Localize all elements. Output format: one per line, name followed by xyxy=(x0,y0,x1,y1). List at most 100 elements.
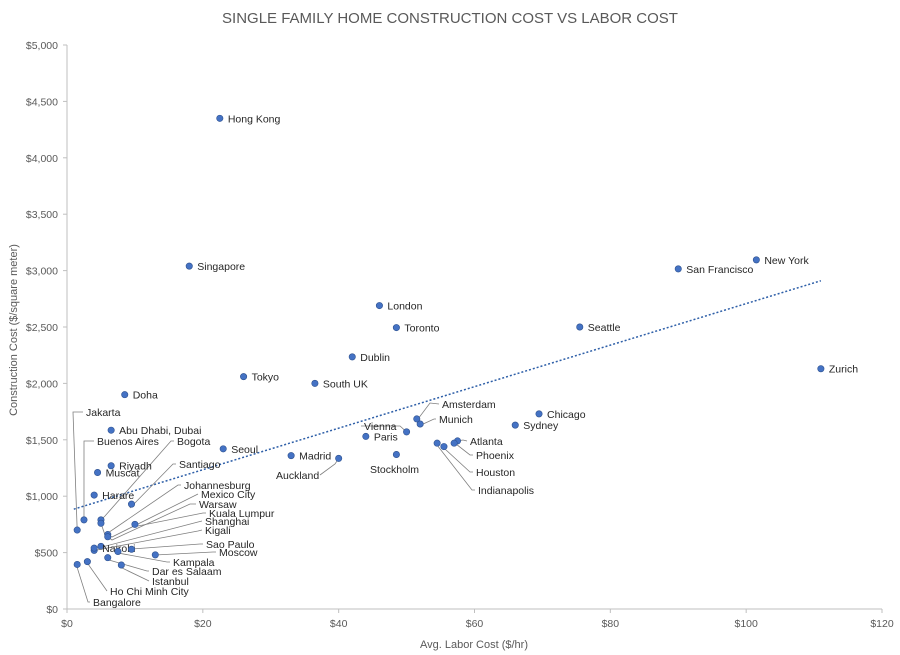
y-axis-title: Construction Cost ($/square meter) xyxy=(8,244,20,416)
x-axis-title: Avg. Labor Cost ($/hr) xyxy=(420,639,528,651)
data-point-singapore xyxy=(185,262,193,270)
data-label-jakarta: Jakarta xyxy=(86,407,121,419)
data-label-buenos-aires: Buenos Aires xyxy=(97,436,159,448)
data-point-munich xyxy=(416,420,424,428)
data-label-kuala-lumpur: Kuala Lumpur xyxy=(209,508,275,520)
data-point-santiago xyxy=(128,500,136,508)
data-point-nairobi xyxy=(90,544,98,552)
data-label-riyadh: Riyadh xyxy=(119,461,152,473)
leader-line-jakarta xyxy=(72,411,83,531)
data-point-stockholm xyxy=(392,450,400,458)
data-label-kigali: Kigali xyxy=(205,525,231,537)
data-point-harare xyxy=(90,491,98,499)
data-label-san-francisco: San Francisco xyxy=(686,264,753,276)
data-point-new-york xyxy=(752,256,760,264)
data-point-dublin xyxy=(348,353,356,361)
x-tick-label: $20 xyxy=(194,618,212,630)
data-label-phoenix: Phoenix xyxy=(476,450,515,462)
plot-area: $0 $500 $1,000 $1,500 $2,000 $2,500 $3,000 $3,5… xyxy=(26,40,894,630)
data-point-riyadh xyxy=(107,462,115,470)
y-tick-label: $500 xyxy=(35,548,59,560)
data-label-kampala: Kampala xyxy=(173,557,215,569)
data-label-indianapolis: Indianapolis xyxy=(478,485,534,497)
data-point-johannesburg xyxy=(97,519,105,527)
data-label-bangalore: Bangalore xyxy=(93,597,141,609)
data-point-san-francisco xyxy=(674,265,682,273)
data-label-istanbul: Istanbul xyxy=(152,576,189,588)
data-point-zurich xyxy=(817,365,825,373)
chart-title: SINGLE FAMILY HOME CONSTRUCTION COST VS … xyxy=(222,10,678,27)
data-label-doha: Doha xyxy=(133,390,158,402)
data-label-dar-es-salaam: Dar es Salaam xyxy=(152,566,222,578)
data-label-warsaw: Warsaw xyxy=(199,499,237,511)
data-label-vienna: Vienna xyxy=(364,421,397,433)
data-point-madrid xyxy=(287,452,295,460)
data-point-vienna xyxy=(403,428,411,436)
x-tick-label: $60 xyxy=(466,618,484,630)
data-label-south-uk: South UK xyxy=(323,378,368,390)
data-point-doha xyxy=(121,391,129,399)
data-label-sao-paulo: Sao Paulo xyxy=(206,539,255,551)
x-tick-label: $40 xyxy=(330,618,348,630)
leader-line-dar-es-salaam xyxy=(107,557,149,572)
y-tick-label: $0 xyxy=(46,604,58,616)
data-label-stockholm: Stockholm xyxy=(370,464,419,476)
leader-line-sao-paulo xyxy=(131,543,203,550)
data-label-houston: Houston xyxy=(476,467,515,479)
data-point-sao-paulo xyxy=(128,545,136,553)
leader-line-warsaw xyxy=(107,503,196,541)
data-point-abu-dhabi-dubai xyxy=(107,426,115,434)
data-point-ho-chi-minh-city xyxy=(83,558,91,566)
data-point-phoenix xyxy=(450,439,458,447)
data-point-warsaw xyxy=(104,533,112,541)
leader-line-indianapolis xyxy=(436,443,475,491)
data-label-sydney: Sydney xyxy=(523,420,559,432)
data-point-moscow xyxy=(151,551,159,559)
leader-line-moscow xyxy=(154,551,216,556)
data-point-seoul xyxy=(219,445,227,453)
x-tick-label: $120 xyxy=(870,618,894,630)
data-point-amsterdam xyxy=(413,415,421,423)
data-label-johannesburg: Johannesburg xyxy=(184,480,251,492)
data-label-abu-dhabi-dubai: Abu Dhabi, Dubai xyxy=(119,425,201,437)
data-point-kuala-lumpur xyxy=(131,520,139,528)
data-point-muscat xyxy=(94,469,102,477)
x-tick-label: $80 xyxy=(602,618,620,630)
leader-line-bogota xyxy=(100,440,174,521)
data-point-sydney xyxy=(511,421,519,429)
x-tick-label: $100 xyxy=(734,618,758,630)
data-point-paris xyxy=(362,432,370,440)
data-point-london xyxy=(375,302,383,310)
y-tick-label: $1,500 xyxy=(26,435,58,447)
data-label-santiago: Santiago xyxy=(179,459,221,471)
data-label-munich: Munich xyxy=(439,414,473,426)
data-label-auckland: Auckland xyxy=(276,470,319,482)
y-tick-label: $4,000 xyxy=(26,153,58,165)
data-label-paris: Paris xyxy=(374,431,398,443)
data-label-seoul: Seoul xyxy=(231,444,258,456)
data-label-dublin: Dublin xyxy=(360,352,390,364)
x-tick-label: $0 xyxy=(61,618,73,630)
data-label-harare: Harare xyxy=(102,490,134,502)
data-point-seattle xyxy=(576,323,584,331)
data-label-moscow: Moscow xyxy=(219,547,258,559)
data-point-auckland xyxy=(335,454,343,462)
data-point-chicago xyxy=(535,410,543,418)
leader-line-bangalore xyxy=(76,564,90,603)
data-label-bogota: Bogota xyxy=(177,436,210,448)
data-point-istanbul xyxy=(117,561,125,569)
leader-line-johannesburg xyxy=(100,484,181,536)
data-point-houston xyxy=(440,443,448,451)
data-point-bangalore xyxy=(73,560,81,568)
data-label-madrid: Madrid xyxy=(299,451,331,463)
data-label-amsterdam: Amsterdam xyxy=(442,399,496,411)
data-label-hong-kong: Hong Kong xyxy=(228,113,281,125)
trendline xyxy=(73,280,822,510)
data-point-buenos-aires xyxy=(80,516,88,524)
y-tick-label: $5,000 xyxy=(26,40,58,52)
leader-line-ho-chi-minh-city xyxy=(86,561,108,592)
y-tick-label: $1,000 xyxy=(26,491,58,503)
data-label-zurich: Zurich xyxy=(829,364,858,376)
data-point-south-uk xyxy=(311,379,319,387)
